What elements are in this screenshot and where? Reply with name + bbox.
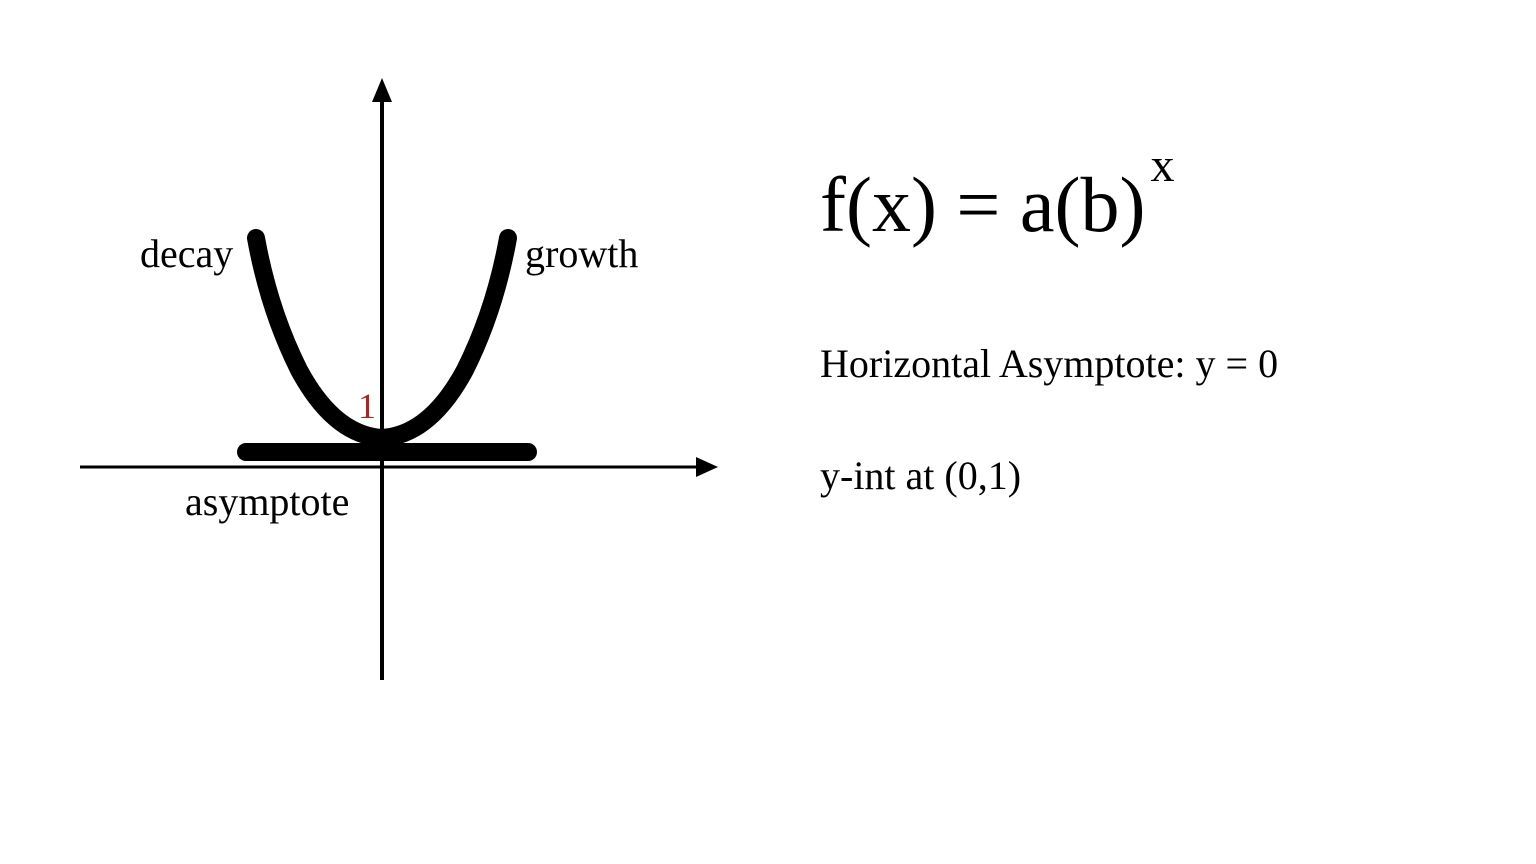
yint-info: y-int at (0,1) [820, 452, 1536, 499]
decay-label: decay [140, 230, 233, 277]
growth-label: growth [525, 230, 638, 277]
y-axis-arrow [372, 78, 392, 102]
formula: f(x) = a(b)x [820, 160, 1536, 250]
x-axis-arrow [696, 457, 718, 477]
formula-exponent: x [1150, 139, 1174, 192]
graph-panel: decay growth asymptote 1 [0, 0, 760, 864]
formula-base: f(x) = a(b) [820, 161, 1145, 248]
asymptote-info: Horizontal Asymptote: y = 0 [820, 340, 1536, 387]
intercept-label: 1 [358, 385, 376, 427]
asymptote-label: asymptote [185, 478, 349, 525]
graph-svg [0, 0, 760, 864]
growth-curve [382, 238, 508, 438]
text-panel: f(x) = a(b)x Horizontal Asymptote: y = 0… [760, 0, 1536, 864]
